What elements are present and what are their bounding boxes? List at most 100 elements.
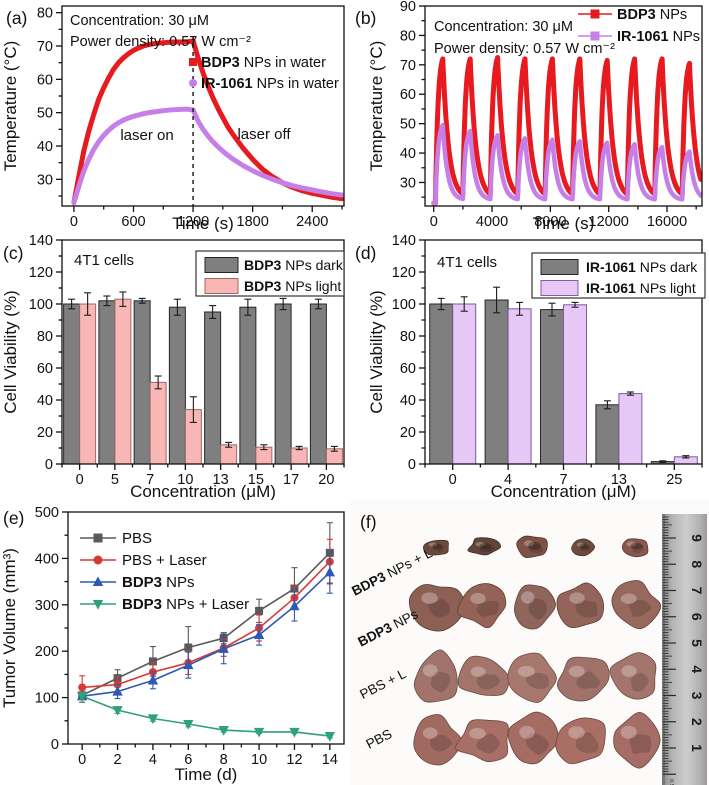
x-tick-label: 7 bbox=[559, 472, 567, 488]
x-tick-label: 13 bbox=[213, 472, 229, 488]
x-tick-label: 1800 bbox=[237, 214, 269, 230]
bar bbox=[309, 303, 327, 465]
x-tick-label: 13 bbox=[611, 472, 627, 488]
y-tick-label: 50 bbox=[400, 117, 416, 133]
b-ylabel: Temperature (°C) bbox=[367, 41, 386, 172]
x-tick-label: 20 bbox=[318, 472, 334, 488]
x-tick-label: 10 bbox=[177, 472, 193, 488]
y-tick-label: 300 bbox=[35, 598, 59, 614]
svg-text:IR-1061 NPs light: IR-1061 NPs light bbox=[586, 280, 696, 296]
x-tick-label: 0 bbox=[449, 472, 457, 488]
b-annotation-0: Concentration: 30 μM bbox=[434, 19, 573, 35]
bar bbox=[79, 303, 97, 465]
svg-text:BDP3 NPs: BDP3 NPs bbox=[617, 7, 687, 23]
e-plot-area bbox=[81, 551, 331, 737]
b-series-0 bbox=[431, 55, 702, 206]
y-tick-label: 0 bbox=[408, 457, 416, 473]
x-tick-label: 12 bbox=[286, 752, 302, 768]
ruler-number: 7 bbox=[689, 587, 705, 595]
d-legend: IR-1061 NPs dark IR-1061 NPs light bbox=[531, 252, 706, 299]
b-annotation-1: Power density: 0.57 W cm⁻² bbox=[434, 41, 615, 57]
x-tick-label: 0 bbox=[78, 752, 86, 768]
y-tick-label: 400 bbox=[35, 551, 59, 567]
svg-text:IR-1061 NPs: IR-1061 NPs bbox=[617, 29, 700, 45]
d-axes bbox=[419, 239, 703, 470]
a-xlabel: Time (s) bbox=[172, 214, 234, 232]
bar bbox=[204, 311, 222, 465]
e-series-0 bbox=[81, 551, 331, 697]
y-tick-label: 100 bbox=[392, 297, 416, 313]
bar bbox=[429, 303, 454, 465]
y-tick-label: 80 bbox=[400, 28, 416, 44]
y-tick-label: 200 bbox=[35, 644, 59, 660]
y-tick-label: 60 bbox=[400, 361, 416, 377]
x-tick-label: 1200 bbox=[177, 214, 209, 230]
bar bbox=[452, 303, 477, 465]
bar bbox=[98, 300, 116, 465]
bar bbox=[540, 309, 564, 465]
y-tick-label: 40 bbox=[400, 393, 416, 409]
panel-b-svg: 30 40 50 60 70 80 90 0 4000 8000 12000 16000 Time (s… bbox=[367, 0, 703, 233]
d-xlabel: Concentration (μM) bbox=[491, 482, 637, 500]
d-series-1 bbox=[452, 296, 698, 465]
panel-d-chart: 0 20 40 60 80 100 120 140 0 4 7 13 25 Concentration (… bbox=[350, 232, 709, 501]
tumor-row-0 bbox=[423, 535, 649, 559]
axis-frame bbox=[61, 5, 345, 207]
y-tick-label: 80 bbox=[37, 329, 53, 345]
x-tick-label: 14 bbox=[322, 752, 338, 768]
x-tick-label: 7 bbox=[146, 472, 154, 488]
y-tick-label: 80 bbox=[37, 6, 53, 22]
svg-text:IR-1061 NPs in water: IR-1061 NPs in water bbox=[201, 76, 339, 92]
bar bbox=[149, 381, 167, 465]
y-tick-label: 120 bbox=[392, 265, 416, 281]
y-tick-label: 60 bbox=[400, 87, 416, 103]
y-tick-label: 40 bbox=[37, 139, 53, 155]
y-tick-label: 120 bbox=[29, 265, 53, 281]
x-tick-label: 0 bbox=[430, 214, 438, 230]
ruler-number: 9 bbox=[689, 534, 705, 542]
x-tick-label: 600 bbox=[121, 214, 145, 230]
y-tick-label: 30 bbox=[400, 175, 416, 191]
y-tick-label: 140 bbox=[392, 233, 416, 249]
e-series-1 bbox=[81, 560, 331, 689]
a-annotation-2: laser on bbox=[120, 127, 173, 144]
y-tick-label: 60 bbox=[37, 361, 53, 377]
x-tick-label: 10 bbox=[251, 752, 267, 768]
axis-frame bbox=[424, 5, 703, 207]
panel-e-svg: 0 100 200 300 400 500 0 2 4 6 8 10 12 14 Time (d) Tumor… bbox=[0, 505, 345, 784]
y-tick-label: 0 bbox=[45, 457, 53, 473]
ruler-number: 4 bbox=[689, 665, 705, 673]
y-tick-label: 20 bbox=[37, 425, 53, 441]
x-tick-label: 8 bbox=[220, 752, 228, 768]
panel-e-label: (e) bbox=[3, 508, 25, 528]
bar bbox=[618, 393, 643, 465]
c-annotation-0: 4T1 cells bbox=[74, 252, 134, 269]
y-tick-label: 100 bbox=[29, 297, 53, 313]
ruler-number: 1 bbox=[689, 744, 705, 752]
y-tick-label: 100 bbox=[35, 691, 59, 707]
c-ylabel: Cell Viability (%) bbox=[1, 290, 20, 413]
x-tick-label: 0 bbox=[76, 472, 84, 488]
bar bbox=[274, 303, 292, 465]
e-legend: PBS PBS + Laser BDP3 NPs BDP3 NPs + Laser bbox=[80, 530, 249, 613]
e-series-3 bbox=[81, 695, 331, 737]
y-tick-label: 500 bbox=[35, 505, 59, 521]
d-ylabel: Cell Viability (%) bbox=[367, 290, 386, 413]
legend-swatch bbox=[540, 259, 579, 275]
bar bbox=[595, 404, 620, 465]
x-tick-label: 5 bbox=[111, 472, 119, 488]
c-legend: BDP3 NPs dark BDP3 NPs light bbox=[195, 250, 345, 297]
bar bbox=[507, 308, 532, 465]
tumor-row-1 bbox=[408, 580, 662, 632]
panel-c-svg: 0 20 40 60 80 100 120 140 0 5 7 10 13 15 17 20 Concentra… bbox=[1, 233, 345, 501]
svg-text:PBS + Laser: PBS + Laser bbox=[122, 552, 207, 569]
y-tick-label: 140 bbox=[29, 233, 53, 249]
svg-text:BDP3 NPs dark: BDP3 NPs dark bbox=[244, 257, 344, 273]
ruler-scale-text: 0.5 mm bbox=[668, 779, 674, 785]
panel-f-label: (f) bbox=[360, 512, 377, 532]
a-series-1 bbox=[71, 106, 344, 206]
ruler-number: 8 bbox=[689, 560, 705, 568]
